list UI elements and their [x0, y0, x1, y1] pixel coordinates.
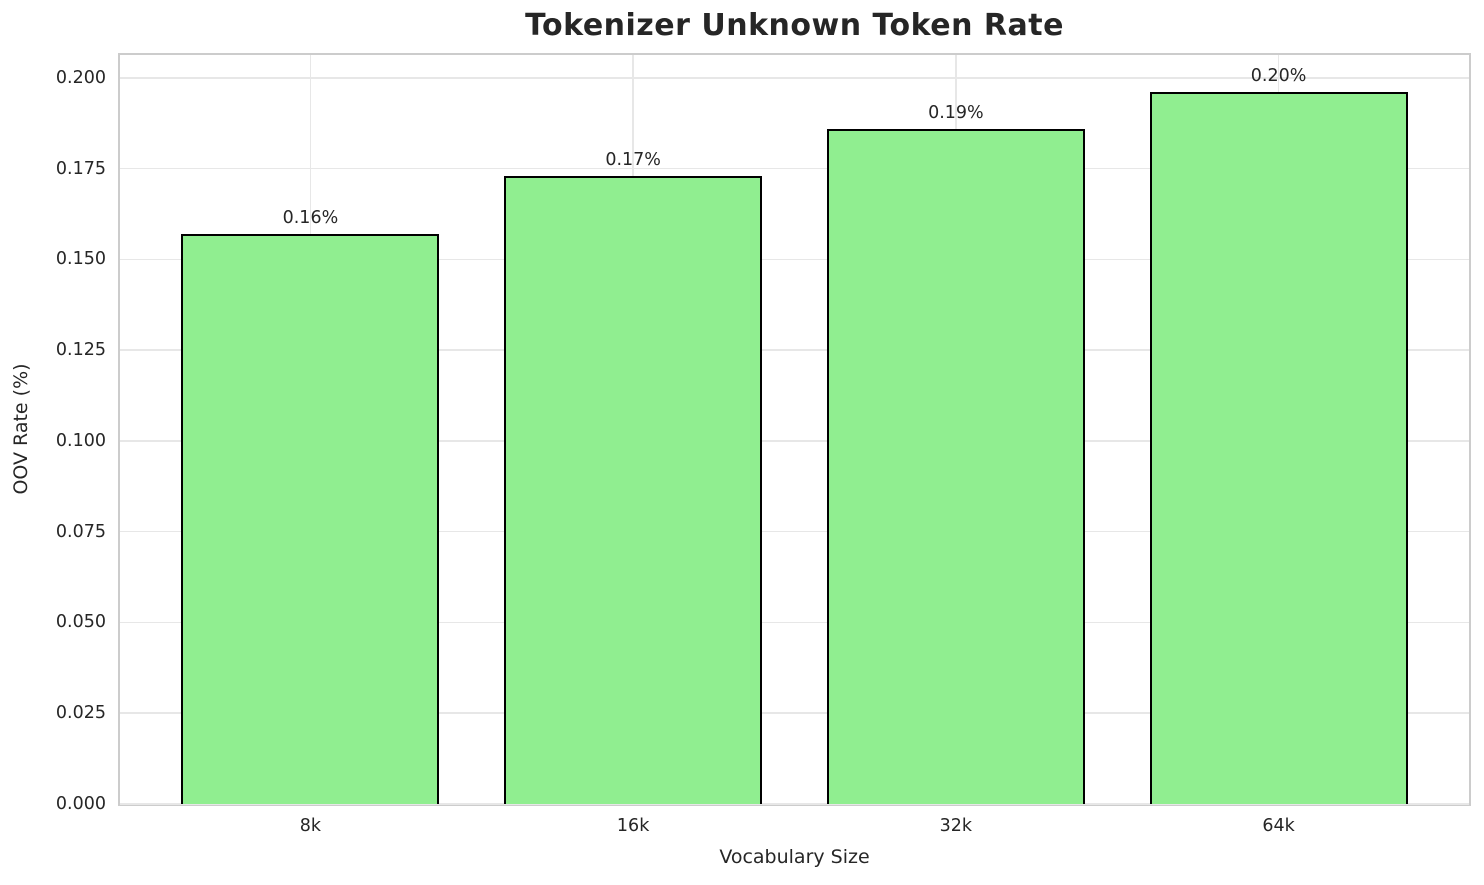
x-axis-title: Vocabulary Size [719, 846, 870, 868]
bar-16k [504, 175, 763, 804]
h-gridline [120, 167, 1469, 170]
y-tick-label: 0.000 [55, 794, 106, 814]
y-tick-label: 0.200 [55, 67, 106, 88]
bar-value-label: 0.16% [282, 208, 339, 228]
plot-area: 0.16% 0.17% 0.19% 0.20% [118, 53, 1471, 806]
bar-value-label: 0.17% [605, 149, 661, 170]
y-tick-label: 0.050 [55, 612, 106, 633]
y-tick-labels: 0.000 0.025 0.050 0.075 0.100 0.125 0.150 0.175… [0, 55, 106, 814]
bar-value-label: 0.19% [928, 102, 984, 123]
h-gridline [120, 803, 1469, 805]
x-tick-label: 8k [299, 816, 322, 836]
y-tick-label: 0.150 [55, 249, 106, 270]
h-gridline [120, 712, 1469, 715]
y-tick-label: 0.025 [55, 703, 106, 724]
chart-title: Tokenizer Unknown Token Rate [525, 8, 1064, 43]
bar-8k [181, 234, 440, 804]
bar-64k [1149, 92, 1408, 804]
bar-32k [826, 128, 1085, 804]
y-tick-label: 0.125 [55, 340, 106, 361]
h-gridline [120, 530, 1469, 533]
x-tick-label: 32k [939, 816, 973, 836]
h-gridline [120, 440, 1469, 442]
bar-value-label: 0.20% [1250, 66, 1307, 87]
h-gridline [120, 349, 1469, 351]
x-tick-label: 16k [616, 816, 650, 836]
y-tick-label: 0.100 [55, 430, 106, 451]
h-gridline [120, 621, 1469, 624]
h-gridline [120, 77, 1469, 79]
h-gridline [120, 258, 1469, 261]
x-tick-labels: 8k 16k 32k 64k [120, 814, 1469, 840]
y-tick-label: 0.075 [55, 521, 106, 542]
x-tick-label: 64k [1262, 816, 1295, 836]
bars-layer: 0.16% 0.17% 0.19% 0.20% [120, 55, 1469, 804]
y-tick-label: 0.175 [55, 158, 106, 179]
